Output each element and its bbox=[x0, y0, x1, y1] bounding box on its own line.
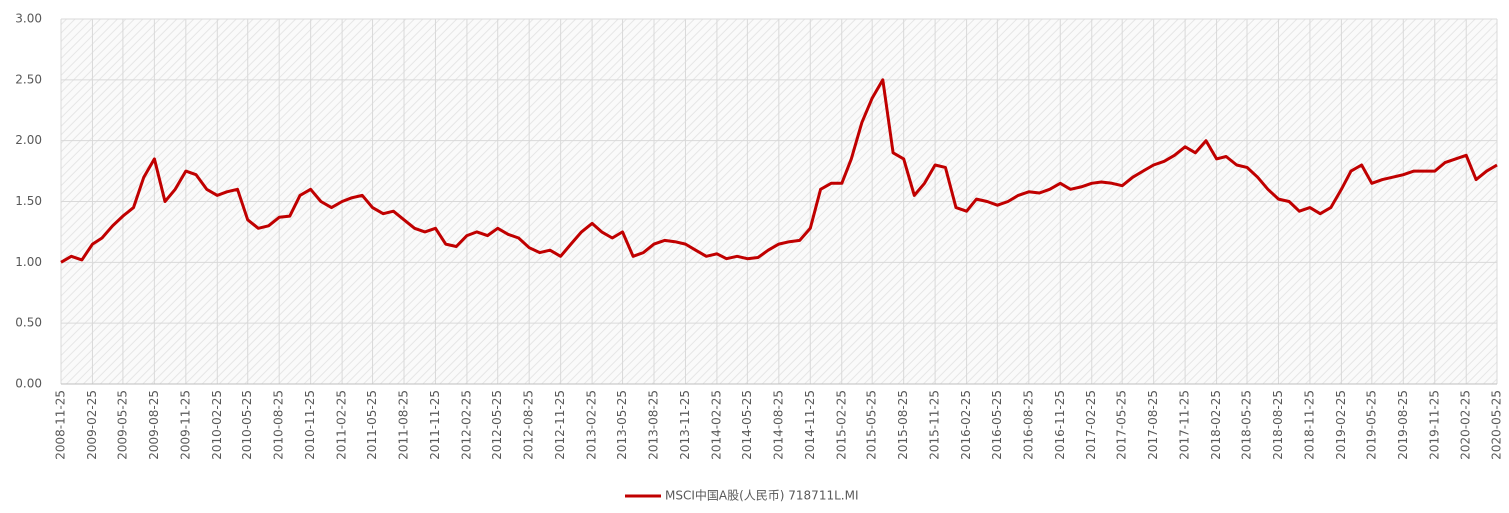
x-tick-label: 2012-11-25 bbox=[553, 390, 567, 460]
x-tick-label: 2015-11-25 bbox=[928, 390, 942, 460]
y-tick-label: 0.00 bbox=[15, 377, 42, 391]
x-tick-label: 2019-05-25 bbox=[1364, 390, 1378, 460]
x-tick-label: 2019-11-25 bbox=[1427, 390, 1441, 460]
x-tick-label: 2009-02-25 bbox=[85, 390, 99, 460]
x-tick-label: 2009-11-25 bbox=[178, 390, 192, 460]
x-tick-label: 2018-02-25 bbox=[1209, 390, 1223, 460]
x-tick-label: 2018-08-25 bbox=[1271, 390, 1285, 460]
x-tick-label: 2019-08-25 bbox=[1396, 390, 1410, 460]
x-tick-label: 2012-08-25 bbox=[522, 390, 536, 460]
x-tick-label: 2012-02-25 bbox=[459, 390, 473, 460]
x-tick-label: 2008-11-25 bbox=[54, 390, 68, 460]
y-tick-label: 0.50 bbox=[15, 316, 42, 330]
x-tick-label: 2011-02-25 bbox=[335, 390, 349, 460]
x-tick-label: 2015-02-25 bbox=[834, 390, 848, 460]
x-tick-label: 2013-11-25 bbox=[678, 390, 692, 460]
x-tick-label: 2010-05-25 bbox=[240, 390, 254, 460]
x-tick-label: 2017-05-25 bbox=[1115, 390, 1129, 460]
x-tick-label: 2016-08-25 bbox=[1021, 390, 1035, 460]
x-tick-label: 2013-02-25 bbox=[585, 390, 599, 460]
legend-label: MSCI中国A股(人民币) 718711L.MI bbox=[665, 488, 858, 503]
x-tick-label: 2015-05-25 bbox=[865, 390, 879, 460]
x-tick-label: 2014-02-25 bbox=[709, 390, 723, 460]
y-tick-label: 1.00 bbox=[15, 255, 42, 269]
x-tick-label: 2010-02-25 bbox=[210, 390, 224, 460]
y-tick-label: 3.00 bbox=[15, 12, 42, 26]
y-tick-label: 2.00 bbox=[15, 133, 42, 147]
x-tick-label: 2013-08-25 bbox=[647, 390, 661, 460]
x-tick-label: 2013-05-25 bbox=[615, 390, 629, 460]
x-tick-label: 2017-08-25 bbox=[1146, 390, 1160, 460]
x-tick-label: 2018-11-25 bbox=[1302, 390, 1316, 460]
x-tick-label: 2009-08-25 bbox=[147, 390, 161, 460]
x-tick-label: 2009-05-25 bbox=[115, 390, 129, 460]
x-tick-label: 2017-11-25 bbox=[1178, 390, 1192, 460]
y-tick-label: 2.50 bbox=[15, 72, 42, 86]
x-tick-label: 2014-08-25 bbox=[771, 390, 785, 460]
x-tick-label: 2019-02-25 bbox=[1334, 390, 1348, 460]
x-tick-label: 2014-05-25 bbox=[740, 390, 754, 460]
x-tick-label: 2020-05-25 bbox=[1490, 390, 1504, 460]
x-tick-label: 2011-08-25 bbox=[397, 390, 411, 460]
x-tick-label: 2016-05-25 bbox=[990, 390, 1004, 460]
x-tick-label: 2015-08-25 bbox=[896, 390, 910, 460]
x-tick-label: 2012-05-25 bbox=[490, 390, 504, 460]
x-tick-label: 2010-08-25 bbox=[272, 390, 286, 460]
line bbox=[60, 78, 1498, 264]
x-tick-label: 2020-02-25 bbox=[1459, 390, 1473, 460]
x-tick-label: 2016-11-25 bbox=[1053, 390, 1067, 460]
x-tick-label: 2011-11-25 bbox=[428, 390, 442, 460]
x-tick-label: 2014-11-25 bbox=[803, 390, 817, 460]
x-tick-label: 2018-05-25 bbox=[1240, 390, 1254, 460]
x-tick-label: 2016-02-25 bbox=[959, 390, 973, 460]
y-tick-label: 1.50 bbox=[15, 194, 42, 208]
x-tick-label: 2010-11-25 bbox=[303, 390, 317, 460]
x-tick-label: 2017-02-25 bbox=[1084, 390, 1098, 460]
x-tick-label: 2011-05-25 bbox=[365, 390, 379, 460]
